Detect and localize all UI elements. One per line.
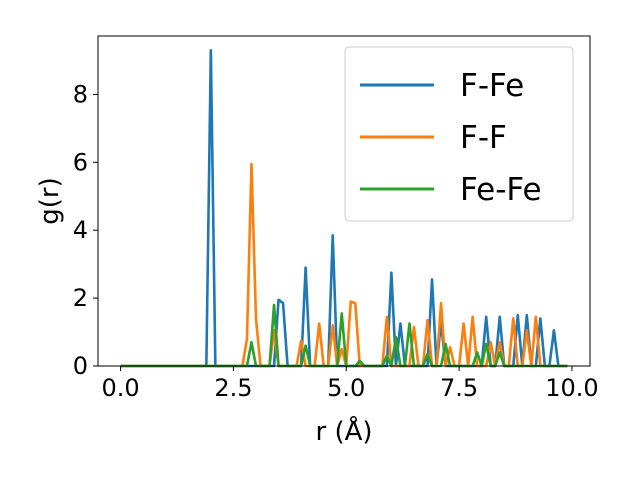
y-tick-label: 4 [73, 216, 88, 244]
x-tick-label: 7.5 [440, 374, 478, 402]
x-tick-label: 10.0 [545, 374, 598, 402]
x-tick-label: 0.0 [101, 374, 139, 402]
y-tick-label: 6 [73, 148, 88, 176]
x-tick-label: 2.5 [214, 374, 252, 402]
y-tick-label: 0 [73, 352, 88, 380]
y-axis-ticks: 0 2 4 6 8 [73, 80, 98, 380]
y-tick-label: 2 [73, 284, 88, 312]
legend-label: Fe-Fe [460, 172, 542, 208]
y-axis-label: g(r) [35, 177, 65, 224]
x-axis-label: r (Å) [315, 415, 372, 447]
y-tick-label: 8 [73, 80, 88, 108]
legend: F-Fe F-F Fe-Fe [344, 46, 574, 222]
legend-label: F-F [460, 120, 507, 156]
x-axis-ticks: 0.0 2.5 5.0 7.5 10.0 [101, 366, 599, 402]
legend-box [344, 46, 574, 222]
x-tick-label: 5.0 [327, 374, 365, 402]
axes-frame [97, 35, 591, 367]
legend-label: F-Fe [460, 68, 524, 104]
